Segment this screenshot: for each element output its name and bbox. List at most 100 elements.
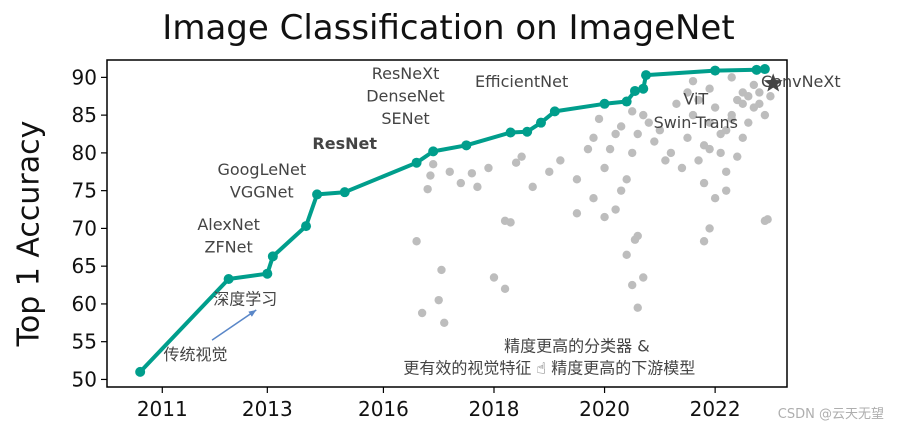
other-model-point [633, 303, 642, 312]
other-model-point [428, 160, 438, 169]
other-model-point [489, 273, 499, 282]
other-model-point [705, 144, 714, 154]
y-tick-label: 50 [72, 367, 97, 391]
other-model-point [484, 163, 493, 173]
chart-title: Image Classification on ImageNet [162, 8, 735, 48]
other-model-point [710, 103, 720, 112]
other-model-point [763, 215, 772, 224]
other-model-point [699, 237, 709, 246]
other-model-point [733, 152, 742, 161]
sota-point [629, 85, 640, 96]
other-model-point [600, 163, 609, 173]
decorations: CSDN @云天无望 [211, 309, 884, 422]
y-tick-label: 80 [72, 141, 97, 165]
chart-annotation: 更有效的视觉特征 ☝ 精度更高的下游模型 [403, 358, 695, 377]
other-model-point [633, 129, 642, 139]
other-model-point [639, 273, 648, 282]
other-model-point [710, 194, 720, 203]
sota-line-path [138, 67, 766, 374]
other-model-point [699, 178, 709, 188]
sota-point [262, 268, 273, 279]
other-model-point [727, 114, 736, 124]
other-model-point [616, 122, 626, 131]
y-tick-label: 85 [72, 103, 97, 127]
chart-annotation: DenseNet [366, 87, 445, 106]
csdn-watermark: CSDN @云天无望 [778, 406, 884, 422]
sota-point [549, 106, 560, 117]
other-model-point [594, 114, 604, 124]
chart-annotation: 深度学习 [213, 290, 277, 309]
other-model-point [545, 167, 554, 176]
other-model-point [456, 178, 466, 188]
other-model-point [630, 235, 640, 244]
other-model-point [738, 133, 747, 142]
other-model-point [727, 73, 736, 82]
other-model-point [688, 76, 698, 86]
other-model-point [437, 265, 446, 275]
chart-annotation: ResNet [312, 134, 377, 153]
other-model-point [412, 237, 421, 246]
x-tick-label: 2016 [358, 397, 409, 421]
other-model-point [605, 144, 615, 154]
y-tick-label: 55 [72, 330, 97, 354]
x-tick-label: 2011 [137, 397, 188, 421]
other-model-point [755, 99, 764, 109]
other-model-point [694, 156, 703, 165]
other-model-point [738, 99, 747, 109]
chart-annotation: EfficientNet [475, 72, 568, 91]
other-model-point [589, 133, 598, 142]
chart-annotation: ViT [683, 90, 708, 109]
other-model-point [434, 295, 443, 305]
sota-point [759, 64, 770, 75]
sota-point [339, 187, 350, 198]
y-tick-label: 75 [72, 179, 97, 203]
chart-annotation: ZFNet [205, 238, 253, 257]
other-model-point [716, 148, 725, 158]
other-model-point [506, 218, 515, 227]
other-model-point [661, 156, 670, 165]
other-model-point [650, 137, 659, 146]
chart-annotation: ResNeXt [372, 64, 440, 83]
sota-point [599, 98, 610, 109]
x-tick-label: 2022 [690, 397, 741, 421]
y-tick-label: 70 [72, 216, 97, 240]
other-model-point [766, 92, 775, 101]
transition-arrow [211, 309, 257, 341]
axes: 50 55 60 65 70 75 80 85 90 2011 2013 2016 2018 2020 20… [72, 59, 788, 421]
other-model-point [616, 186, 626, 195]
chart-annotation: SENet [381, 109, 429, 128]
x-tick-label: 2020 [579, 397, 630, 421]
chart-annotation: GoogLeNet [217, 160, 306, 179]
axes-frame [106, 59, 788, 388]
other-model-point [517, 152, 526, 161]
other-model-point [705, 84, 714, 93]
sota-point [135, 366, 146, 377]
other-model-point [622, 175, 631, 184]
other-model-point [721, 167, 731, 176]
chart-annotation: AlexNet [197, 215, 260, 234]
sota-point [312, 189, 323, 200]
other-model-point [622, 250, 631, 260]
other-model-point [556, 156, 565, 165]
other-model-point [655, 126, 665, 135]
other-model-point [644, 118, 653, 127]
x-tick-label: 2013 [242, 397, 293, 421]
sota-point [428, 146, 439, 157]
other-model-point [672, 99, 681, 109]
y-tick-label: 65 [72, 254, 97, 278]
other-model-point [628, 148, 637, 158]
other-model-point [755, 88, 764, 97]
other-model-point [572, 175, 582, 184]
sota-point [461, 140, 472, 151]
chart-annotation: Swin-Trans [654, 113, 738, 132]
other-model-point [683, 133, 692, 142]
sota-point [223, 274, 234, 285]
other-model-point [738, 88, 747, 97]
other-model-point [744, 118, 753, 127]
other-model-point [639, 110, 648, 120]
chart-annotation: ConvNeXt [761, 72, 841, 91]
other-model-point [417, 308, 427, 318]
other-model-point [572, 209, 582, 218]
other-model-point [611, 129, 620, 139]
